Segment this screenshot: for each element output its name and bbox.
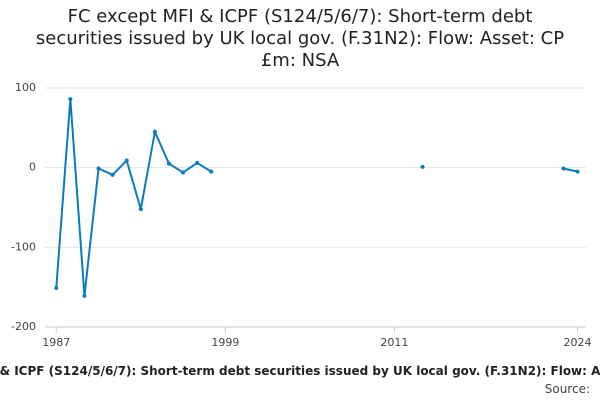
point bbox=[138, 207, 143, 212]
x-tick-label: 1999 bbox=[211, 336, 239, 349]
point bbox=[82, 293, 87, 298]
caption: & ICPF (S124/5/6/7): Short-term debt sec… bbox=[0, 364, 600, 378]
point bbox=[209, 169, 214, 174]
x-tick-label: 1987 bbox=[42, 336, 70, 349]
y-tick-label: 100 bbox=[15, 81, 36, 94]
y-tick-label: 0 bbox=[29, 161, 36, 174]
point bbox=[420, 164, 425, 169]
x-tick-label: 2011 bbox=[380, 336, 408, 349]
point bbox=[124, 158, 129, 163]
point bbox=[152, 129, 157, 134]
point bbox=[54, 285, 59, 290]
source: Source: bbox=[544, 382, 590, 396]
caption-text: & ICPF (S124/5/6/7): Short-term debt sec… bbox=[0, 364, 600, 378]
point bbox=[575, 169, 580, 174]
y-tick-label: -200 bbox=[11, 320, 36, 333]
point bbox=[110, 172, 115, 177]
point bbox=[561, 166, 566, 171]
y-tick-label: -100 bbox=[11, 240, 36, 253]
point bbox=[166, 161, 171, 166]
series-line bbox=[563, 167, 578, 173]
chart-title: FC except MFI & ICPF (S124/5/6/7): Short… bbox=[35, 6, 565, 71]
series-line bbox=[55, 99, 212, 297]
point bbox=[96, 166, 101, 171]
x-tick-label: 2024 bbox=[564, 336, 592, 349]
point bbox=[68, 97, 73, 102]
point bbox=[195, 160, 200, 165]
point bbox=[181, 170, 186, 175]
